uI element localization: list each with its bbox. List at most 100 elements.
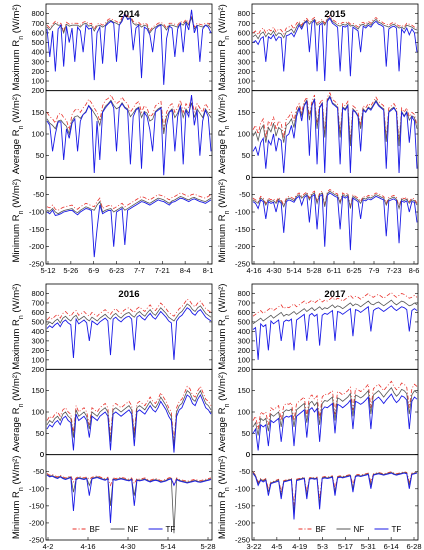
series-line-nf-max [252,299,418,325]
x-tick-label: 5-28 [200,542,215,550]
series-line-nf-max [46,303,212,326]
x-tick-label: 6-25 [346,266,361,275]
x-tick-label: 5-28 [306,266,321,275]
subplot-frame-min [45,176,213,265]
y-tick-label: 200 [31,365,44,374]
x-tick-label: 6-11 [327,266,341,275]
subplot-frame-min [251,454,419,541]
y-tick-label: 100 [237,130,250,139]
series-line-bf-max [252,14,418,36]
x-tick-label: 5-17 [338,542,353,550]
y-tick-label: 0 [246,173,250,182]
y-tick-label: -100 [235,208,250,217]
y-tick-label: 100 [31,408,44,417]
y-tick-label: 300 [237,336,250,345]
x-tick-label: 7-23 [386,266,401,275]
x-tick-label: 8-6 [409,266,420,275]
y-tick-label: 300 [31,336,44,345]
y-tick-label: -250 [29,260,44,269]
legend-label-nf: NF [353,525,364,534]
y-tick-label: 0 [246,450,250,459]
series-line-bf-min [46,473,212,487]
x-tick-label: 5-12 [40,266,55,275]
series-line-nf-min [252,190,418,211]
y-axis-label-max: Maximum Rn (W/m²) [217,284,231,370]
panel-title-2017: 2017 [324,289,345,300]
y-tick-label: 700 [31,298,44,307]
x-tick-label: 5-14 [160,542,175,550]
y-tick-label: 0 [40,450,44,459]
series-line-nf-avg [46,99,212,136]
series-line-nf-min [46,195,212,215]
y-tick-label: -200 [235,242,250,251]
y-tick-label: 800 [237,289,250,298]
y-tick-label: 400 [237,48,250,57]
y-tick-label: 400 [237,327,250,336]
y-tick-label: 500 [31,317,44,326]
subplot-frame-avg [45,368,213,456]
y-tick-label: 100 [31,130,44,139]
y-tick-label: 0 [40,173,44,182]
y-tick-label: 700 [237,298,250,307]
y-tick-label: -50 [239,190,250,199]
y-axis-label-avg: Average Rn (W/m²) [11,94,25,174]
series-line-nf-max [46,14,212,35]
y-tick-label: -100 [235,484,250,493]
y-tick-label: 200 [31,67,44,76]
y-tick-label: -100 [29,484,44,493]
series-line-tf-max [252,17,418,82]
legend-label-tf: TF [391,525,401,534]
y-tick-label: 700 [237,19,250,28]
y-tick-label: 50 [36,151,44,160]
y-tick-label: -200 [235,518,250,527]
y-tick-label: 200 [31,346,44,355]
series-line-bf-avg [46,385,212,442]
legend-label-nf: NF [128,525,139,534]
y-tick-label: 100 [237,77,250,86]
series-line-tf-min [46,474,212,523]
y-tick-label: 100 [31,77,44,86]
y-tick-label: 800 [237,9,250,18]
y-axis-label-max: Maximum Rn (W/m²) [11,284,25,370]
series-line-tf-max [252,305,418,360]
y-tick-label: 200 [237,365,250,374]
y-tick-label: -50 [33,190,44,199]
series-line-tf-min [46,197,212,258]
y-tick-label: -250 [235,536,250,545]
y-tick-label: -50 [33,467,44,476]
y-tick-label: 500 [31,38,44,47]
subplot-frame-min [251,176,419,265]
y-tick-label: 600 [237,308,250,317]
series-line-bf-min [46,192,212,211]
y-tick-label: 150 [31,108,44,117]
x-tick-label: 4-2 [43,542,54,550]
x-tick-label: 5-3 [317,542,328,550]
series-line-bf-min [252,471,418,506]
y-tick-label: 150 [31,386,44,395]
series-line-bf-avg [252,91,418,143]
x-tick-label: 6-28 [406,542,421,550]
y-tick-label: 400 [31,327,44,336]
series-line-bf-avg [46,94,212,130]
y-tick-label: 700 [31,19,44,28]
x-tick-label: 4-16 [246,266,261,275]
legend: BF NF TF [72,525,175,534]
y-axis-label-min: Minimum Rn (W/m²) [217,179,231,263]
legend-label-bf: BF [315,525,325,534]
y-tick-label: 50 [36,429,44,438]
x-tick-label: 5-14 [286,266,301,275]
x-tick-label: 4-16 [80,542,95,550]
y-axis-label-max: Maximum Rn (W/m²) [217,4,231,90]
y-tick-label: -150 [29,501,44,510]
y-tick-label: 150 [237,386,250,395]
legend: BF NF TF [298,525,401,534]
y-tick-label: -100 [29,208,44,217]
y-tick-label: 600 [31,28,44,37]
series-line-nf-avg [252,386,418,436]
series-line-nf-max [252,16,418,40]
x-tick-label: 7-21 [155,266,170,275]
